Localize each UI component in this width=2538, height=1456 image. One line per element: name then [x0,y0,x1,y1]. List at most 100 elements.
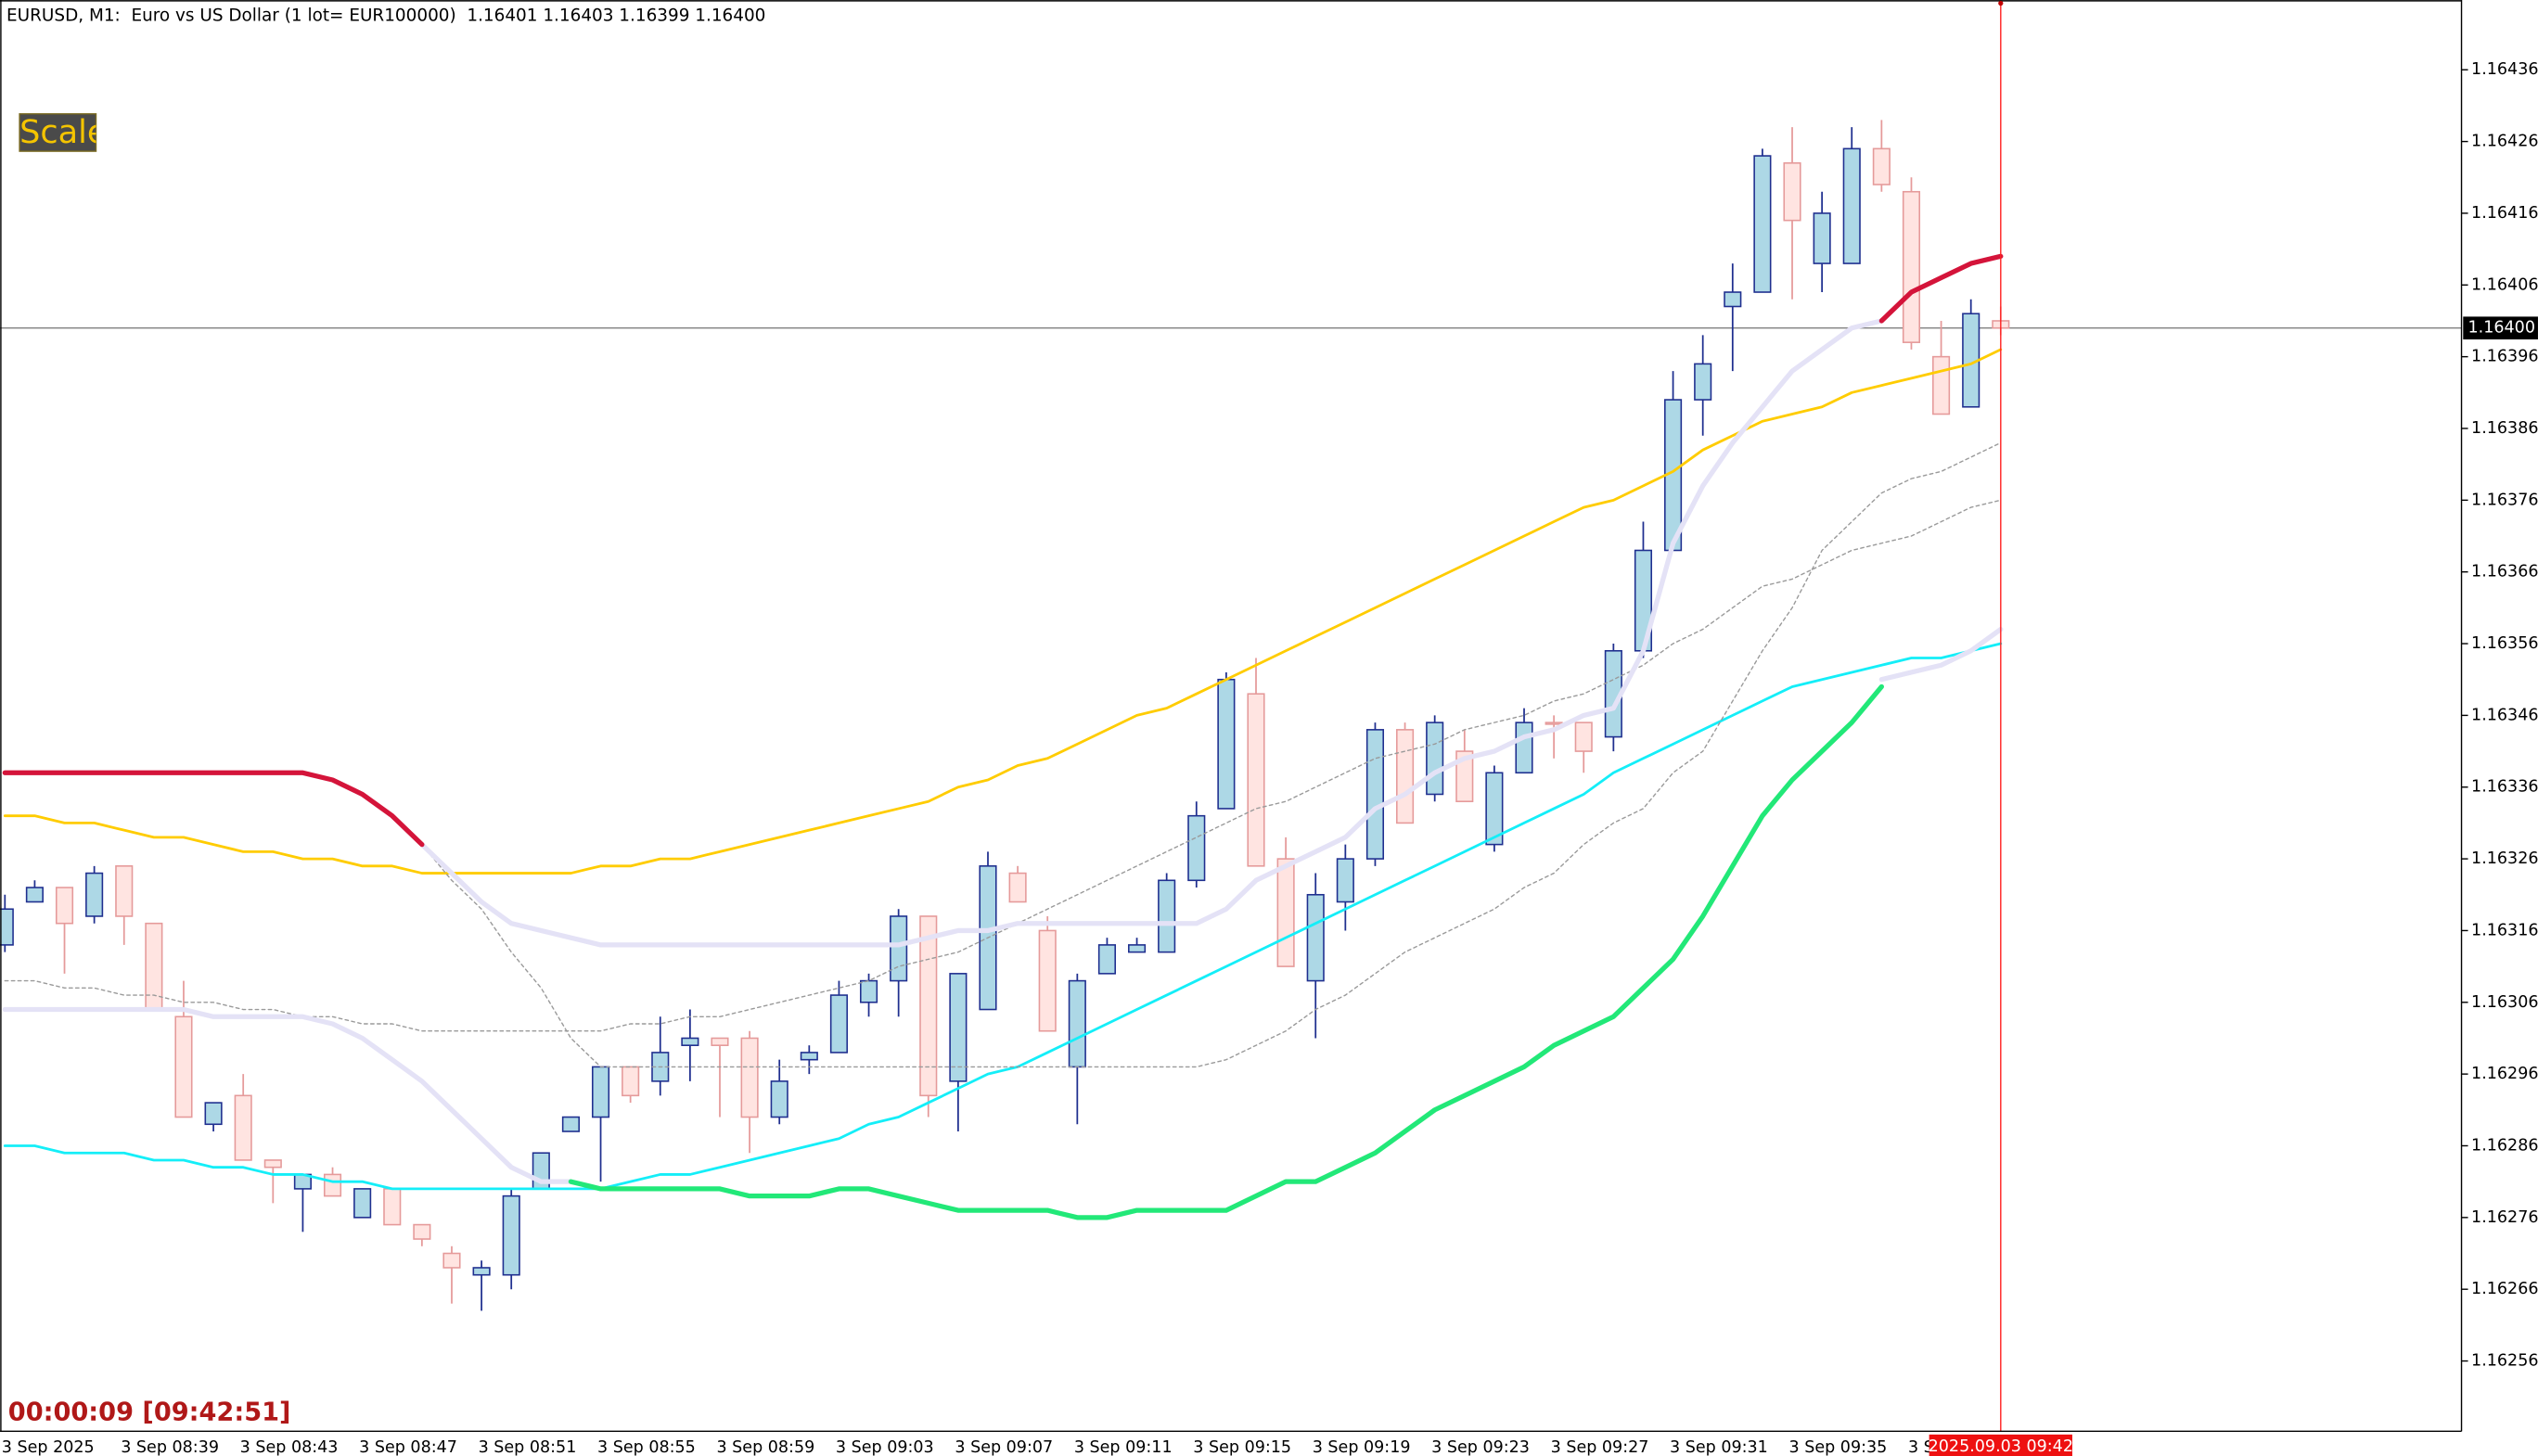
y-tick-label: 1.16406 [2471,275,2538,294]
current-time-label-bg [1929,1434,2072,1456]
candle-body [859,979,878,1003]
x-tick-label: 3 Sep 08:55 [597,1438,696,1456]
y-tick-label: 1.16306 [2471,993,2538,1012]
x-tick-label: 3 Sep 09:31 [1670,1438,1768,1456]
candle-body [919,915,938,1097]
y-tick-label: 1.16416 [2471,204,2538,223]
candle-body [1515,722,1533,774]
y-tick-label: 1.16396 [2471,348,2538,366]
candle-body [1574,722,1593,752]
timer: 00:00:09 [09:42:51] [8,1399,291,1427]
x-tick-label: 3 Sep 09:11 [1074,1438,1173,1456]
y-tick-label: 1.16346 [2471,706,2538,724]
candle-body [0,908,14,946]
candle-body [591,1066,610,1118]
candle-body [263,1159,282,1169]
candle-body [1187,814,1206,882]
candle-body [1932,355,1951,415]
y-tick-label: 1.16366 [2471,563,2538,581]
current-time-dot [1998,0,2004,6]
candle-body [1008,872,1027,903]
candle-body [1902,190,1921,343]
candle-body [85,872,104,917]
candle-body [1336,858,1354,903]
candle-body [204,1102,223,1126]
candle-body [890,915,908,982]
y-tick-label: 1.16386 [2471,419,2538,438]
x-tick-label: 3 Sep 09:35 [1789,1438,1888,1456]
y-tick-label: 1.16286 [2471,1136,2538,1155]
x-tick-label: 3 Sep 08:59 [716,1438,814,1456]
y-tick-label: 1.16276 [2471,1208,2538,1227]
candle-body [1247,693,1265,867]
y-tick-label: 1.16266 [2471,1280,2538,1298]
y-tick-label: 1.16436 [2471,60,2538,79]
candle-body [770,1080,788,1118]
indicator-line [568,683,1884,1220]
current-price-label: 1.16400 [2468,319,2535,338]
current-price-label-bg [2463,316,2538,339]
indicator-line [3,348,2003,875]
x-tick-label: 3 Sep 09:19 [1313,1438,1411,1456]
candle-body [323,1173,342,1197]
scale-button-label[interactable]: Scale [19,113,107,151]
candle-body [1365,729,1385,860]
candle-body [1097,944,1117,975]
candle-body [1724,291,1742,308]
candle-body [55,887,74,925]
y-tick-label: 1.16326 [2471,849,2538,868]
x-tick-label: 3 Sep 08:43 [240,1438,339,1456]
candle-body [1545,722,1563,725]
x-tick-label: 3 Sep 08:39 [121,1438,219,1456]
candle-body [1158,879,1176,953]
candle-body [1426,722,1444,796]
candle-body [1783,162,1801,222]
candle-body [383,1188,402,1226]
y-tick-label: 1.16256 [2471,1352,2538,1371]
x-tick-label: 3 Sep 09:07 [955,1438,1053,1456]
scale-button-bg[interactable] [19,113,97,152]
candle-body [1276,858,1295,967]
candle-body [1068,979,1086,1068]
candle-body [1217,678,1236,810]
candle-body [472,1267,491,1276]
candle-body [413,1223,431,1240]
candle-body [1485,772,1504,846]
x-tick-label: 3 Sep 09:23 [1431,1438,1530,1456]
x-tick-label: 3 Sep 08:47 [359,1438,457,1456]
y-tick-label: 1.16336 [2471,778,2538,797]
candle-body [681,1037,699,1046]
x-tick-label: 3 Sep 08:51 [479,1438,577,1456]
indicator-line [4,499,2002,1032]
candle-body [949,973,968,1082]
y-tick-label: 1.16296 [2471,1065,2538,1083]
chart-header: EURUSD, M1: Euro vs US Dollar (1 lot= EU… [6,6,765,26]
candle-body [711,1037,729,1046]
candle-body [25,887,44,903]
candle-body [115,865,134,917]
plot-area [0,0,2462,1432]
y-tick-label: 1.16316 [2471,921,2538,939]
current-time-label: 2025.09.03 09:42 [1929,1437,2073,1456]
indicator-line [3,642,2003,1191]
indicator-line [2,626,2004,1184]
y-tick-label: 1.16426 [2471,133,2538,151]
scale-button[interactable]: Scale [19,113,107,152]
candle-body [1396,729,1415,824]
x-tick-label: 3 Sep 09:27 [1551,1438,1649,1456]
indicator-line [421,441,2002,1068]
indicator-line [2,253,2004,848]
candle-body [1753,155,1772,293]
x-tick-label: 3 Sep 2025 [2,1438,95,1456]
x-tick-label: 3 Sep 09:03 [836,1438,934,1456]
candle-body [353,1188,372,1219]
candle-body [442,1252,461,1269]
candle-body [1038,929,1057,1032]
y-tick-label: 1.16356 [2471,634,2538,653]
candle-body [174,1015,193,1118]
candle-body [1813,212,1831,264]
candle-body [1306,893,1325,982]
